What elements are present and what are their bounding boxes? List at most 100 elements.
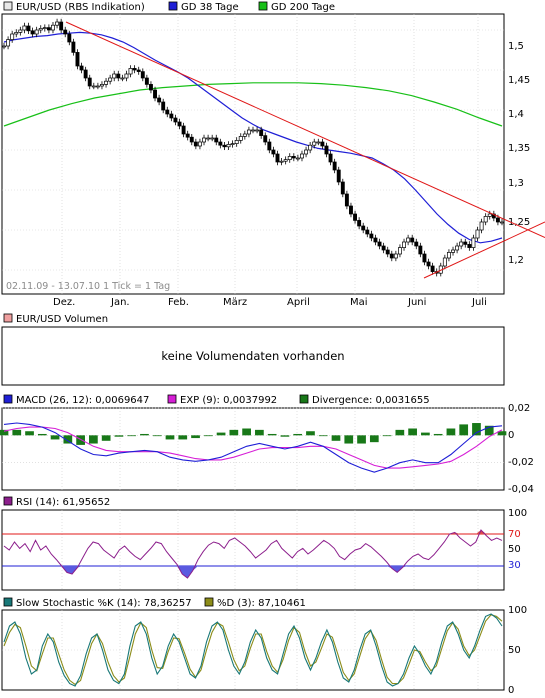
price-candle-body (332, 161, 337, 171)
price-candle-body (51, 24, 55, 31)
price-candle-body (193, 141, 198, 147)
price-candle-body (218, 141, 223, 146)
price-x-tick: März (223, 297, 247, 308)
price-candle-body (104, 80, 108, 85)
price-candle-body (202, 137, 206, 143)
price-candle-body (116, 73, 121, 79)
price-candle-body (169, 113, 174, 119)
price-candle-body (336, 169, 341, 183)
macd-line (3, 422, 503, 473)
price-candle-body (316, 141, 321, 144)
price-candle-body (144, 77, 149, 85)
price-y-tick: 1,2 (508, 255, 524, 266)
price-x-tick: Dez. (53, 297, 75, 308)
price-candle-body (369, 233, 374, 239)
price-candle-body (446, 252, 451, 259)
stochastic-y-tick: 50 (508, 645, 521, 656)
price-candle-body (467, 244, 472, 248)
price-candle-body (471, 237, 476, 248)
divergence-bar (152, 435, 162, 437)
price-candle-body (328, 153, 333, 163)
price-candle-body (63, 29, 68, 35)
divergence-bar (472, 423, 481, 436)
price-candle-body (279, 160, 284, 163)
price-candle-body (55, 21, 60, 26)
price-candle-body (418, 245, 423, 255)
price-candle-body (59, 21, 64, 31)
legend-label-exp: EXP (9): 0,0037992 (180, 395, 277, 406)
price-candle-body (238, 136, 243, 141)
macd-plot-frame (1, 407, 505, 491)
price-candle-body (46, 27, 51, 31)
price-candle-body (38, 28, 43, 31)
price-candle-body (267, 141, 272, 151)
price-candle-body (275, 153, 280, 163)
price-candle-body (451, 249, 455, 253)
price-candle-body (210, 137, 215, 140)
price-candle-body (414, 241, 419, 247)
price-candle-body (491, 213, 496, 219)
price-candle-body (406, 237, 411, 243)
price-candle-body (120, 77, 125, 80)
price-candle-body (34, 29, 39, 35)
divergence-bar (382, 435, 392, 437)
price-candle-body (197, 141, 202, 147)
divergence-bar (459, 424, 469, 436)
divergence-bar (229, 429, 239, 436)
price-candle-body (112, 73, 117, 79)
legend-swatch-macd (3, 394, 13, 404)
divergence-bar (344, 435, 354, 444)
rsi-y-tick: 70 (508, 529, 521, 540)
legend-swatch-d (204, 597, 214, 607)
price-y-tick: 1,45 (508, 75, 530, 86)
price-y-tick: 1,35 (508, 143, 530, 154)
stochastic-series-layer (3, 613, 503, 687)
divergence-bar (433, 433, 443, 436)
price-candle-body (259, 129, 264, 136)
legend-swatch-divergence (299, 394, 309, 404)
legend-swatch-exp (167, 394, 177, 404)
trendline-upper (65, 21, 545, 239)
price-candle-body (71, 41, 76, 53)
price-candle-body (153, 89, 157, 99)
legend-swatch-rsi (3, 496, 13, 506)
price-candle-body (361, 225, 366, 231)
price-candle-body (495, 217, 500, 223)
divergence-bar (63, 435, 73, 444)
no-volume-message: keine Volumendaten vorhanden (161, 349, 344, 363)
price-candle-body (389, 253, 394, 259)
price-candle-body (251, 129, 255, 132)
price-candle-body (83, 69, 88, 79)
price-candle-body (42, 27, 47, 29)
divergence-bar (331, 435, 341, 441)
price-y-tick: 1,25 (508, 217, 530, 228)
divergence-bar (178, 435, 188, 440)
price-candle-body (189, 136, 194, 143)
rsi-series-layer (2, 529, 504, 579)
price-x-tick: Mai (350, 297, 368, 308)
divergence-bar (114, 435, 124, 437)
legend-swatch-gd200 (258, 1, 268, 11)
divergence-bar (37, 433, 47, 436)
divergence-bar (255, 429, 264, 436)
price-candle-body (459, 241, 464, 247)
price-candle-body (487, 213, 492, 217)
price-candle-body (344, 193, 349, 207)
divergence-bar (421, 432, 430, 436)
price-candle-body (136, 69, 141, 72)
price-candle-body (246, 129, 251, 135)
price-candle-body (222, 144, 227, 148)
rsi-plot-frame (1, 509, 505, 591)
price-candle-body (206, 137, 211, 140)
divergence-bar (89, 435, 98, 444)
divergence-bar (280, 435, 290, 437)
price-candle-body (177, 121, 182, 127)
price-candle-body (287, 156, 292, 160)
rsi-y-tick: 30 (508, 560, 521, 571)
exp-line (3, 426, 503, 469)
price-candle-body (30, 30, 35, 35)
price-x-tick: Juli (471, 297, 487, 308)
divergence-bar (408, 428, 417, 436)
divergence-bar (165, 435, 175, 440)
